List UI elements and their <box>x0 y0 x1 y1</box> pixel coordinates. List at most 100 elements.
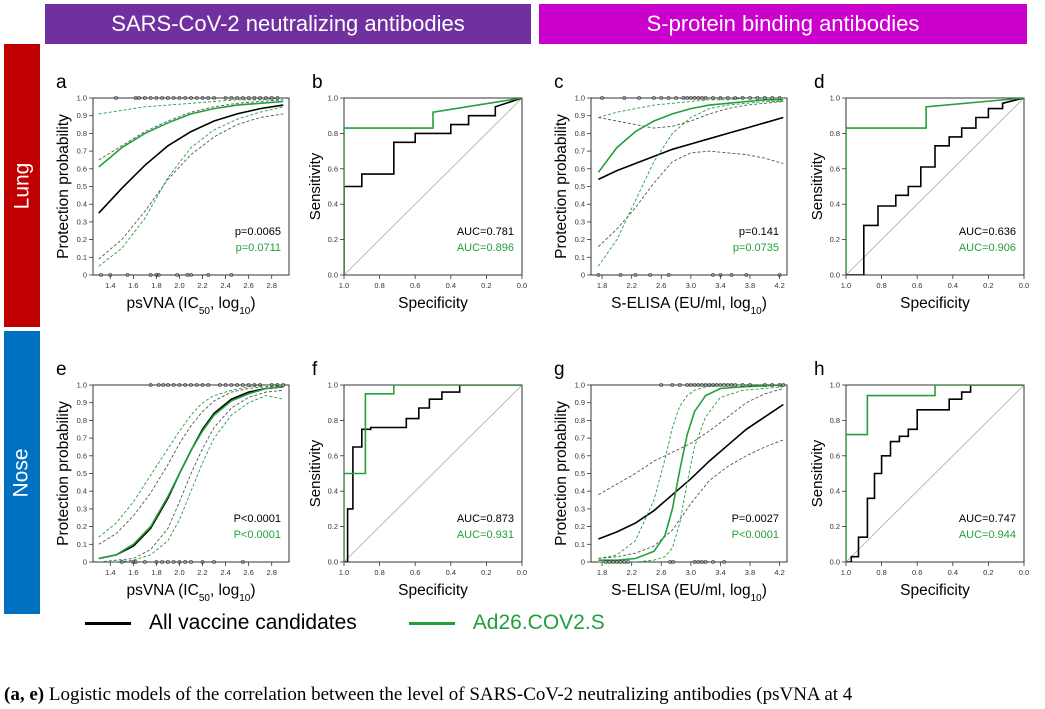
data-point-protected <box>703 383 708 387</box>
data-point-protected <box>189 96 193 100</box>
y-tick-label: 0.3 <box>77 217 87 226</box>
annotation-ad26: AUC=0.906 <box>959 242 1016 254</box>
data-point-unprotected <box>156 273 161 277</box>
y-tick-label: 0.6 <box>77 451 87 460</box>
data-point-protected <box>269 96 274 100</box>
data-point-unprotected <box>596 273 601 277</box>
annotation-ad26: AUC=0.896 <box>457 242 514 254</box>
panel-label-e: e <box>56 359 67 380</box>
data-point-protected <box>183 383 188 387</box>
legend-line-all <box>85 621 131 625</box>
x-tick-label: 4.2 <box>774 281 784 290</box>
data-point-protected <box>711 383 715 387</box>
data-point-protected <box>692 96 697 100</box>
x-tick-label: 2.2 <box>626 568 636 577</box>
y-tick-label: 0.0 <box>830 271 840 280</box>
data-point-unprotected <box>777 273 782 277</box>
chart-panel-f: f 0.0 0.2 0.4 0.6 0.8 1.0 1.0 0.8 0.6 0.4 0.2 0.0 Sen… <box>304 345 534 615</box>
y-tick-label: 1.0 <box>328 381 338 390</box>
data-point-protected <box>189 383 193 387</box>
x-tick-label: 1.0 <box>841 568 851 577</box>
data-point-protected <box>711 96 715 100</box>
data-point-unprotected <box>666 273 671 277</box>
data-point-protected <box>212 96 216 100</box>
y-tick-label: 0.2 <box>77 235 87 244</box>
y-tick-label: 0.8 <box>575 129 585 138</box>
x-tick-label: 1.0 <box>339 568 349 577</box>
y-tick-label: 0.2 <box>830 235 840 244</box>
row-label-lung: Lung <box>4 44 40 327</box>
data-point-protected <box>252 96 257 100</box>
x-tick-label: 0.2 <box>983 281 993 290</box>
x-axis-label: Specificity <box>398 582 468 599</box>
series-line-all <box>846 98 1024 275</box>
data-point-protected <box>183 96 188 100</box>
y-tick-label: 0.9 <box>575 398 585 407</box>
data-point-protected <box>258 383 263 387</box>
panel-label-a: a <box>56 72 67 93</box>
header-binding: S-protein binding antibodies <box>539 4 1027 44</box>
annotation-all: AUC=0.781 <box>457 226 514 238</box>
row-label-nose-text: Nose <box>10 447 33 498</box>
y-tick-label: 0.4 <box>830 487 840 496</box>
y-tick-label: 0.9 <box>77 111 87 120</box>
data-point-protected <box>762 96 767 100</box>
x-tick-label: 1.8 <box>597 568 607 577</box>
series-line-ad26 <box>846 98 1024 275</box>
y-tick-label: 0.5 <box>77 182 87 191</box>
data-point-unprotected <box>142 560 147 564</box>
data-point-protected <box>740 96 745 100</box>
chart-svg-e: e 0 0.1 0.2 0.3 0.4 0.5 0.6 0.7 0.8 0.9 1.0 1.4 1.6 1.… <box>55 359 290 604</box>
data-point-protected <box>718 383 723 387</box>
x-tick-label: 1.8 <box>151 281 161 290</box>
data-point-unprotected <box>700 560 704 564</box>
y-tick-label: 1.0 <box>575 381 585 390</box>
x-axis-label-subscript: 10 <box>239 306 251 317</box>
y-tick-label: 0.2 <box>77 522 87 531</box>
x-tick-label: 2.8 <box>266 568 276 577</box>
data-point-protected <box>733 96 738 100</box>
data-point-protected <box>275 96 280 100</box>
x-axis-label-part: Specificity <box>900 582 970 599</box>
y-tick-label: 0.0 <box>328 271 338 280</box>
data-point-unprotected <box>131 560 136 564</box>
series-line-ad26-ci <box>98 106 284 267</box>
y-tick-label: 0.4 <box>830 200 840 209</box>
x-axis-label-subscript: 10 <box>751 306 763 317</box>
x-tick-label: 2.2 <box>197 568 207 577</box>
data-point-protected <box>160 96 165 100</box>
y-tick-label: 1.0 <box>77 381 87 390</box>
y-tick-label: 0.8 <box>77 416 87 425</box>
y-tick-label: 0.2 <box>830 522 840 531</box>
y-axis-label: Sensitivity <box>307 439 324 507</box>
data-point-protected <box>206 96 211 100</box>
data-point-unprotected <box>212 560 216 564</box>
x-axis-label-subscript: 10 <box>239 593 251 604</box>
x-tick-label: 0.0 <box>517 568 527 577</box>
data-point-protected <box>685 96 690 100</box>
x-tick-label: 2.2 <box>626 281 636 290</box>
data-point-protected <box>223 96 228 100</box>
x-axis-label-subscript: 10 <box>751 593 763 604</box>
data-point-unprotected <box>692 560 697 564</box>
data-point-protected <box>651 96 656 100</box>
data-point-unprotected <box>696 560 701 564</box>
panel-label-f: f <box>312 359 318 380</box>
chart-svg-c: c 0 0.1 0.2 0.3 0.4 0.5 0.6 0.7 0.8 0.9 1.0 1.8 2.2 2.… <box>553 72 788 317</box>
series-line-all-ci <box>598 101 784 129</box>
x-tick-label: 0.4 <box>446 568 456 577</box>
annotation-ad26: AUC=0.944 <box>959 529 1016 541</box>
x-tick-label: 0.8 <box>876 281 886 290</box>
data-point-protected <box>240 96 245 100</box>
y-tick-label: 0.0 <box>830 558 840 567</box>
y-tick-label: 0.1 <box>77 540 87 549</box>
x-tick-label: 2.0 <box>174 281 184 290</box>
data-point-unprotected <box>154 273 159 277</box>
y-tick-label: 0.5 <box>77 469 87 478</box>
caption-rest: Logistic models of the correlation betwe… <box>44 684 853 705</box>
x-tick-label: 2.4 <box>220 281 230 290</box>
series-line-ad26 <box>597 99 784 173</box>
y-tick-label: 0.8 <box>830 416 840 425</box>
data-point-protected <box>740 383 745 387</box>
data-point-unprotected <box>607 560 612 564</box>
